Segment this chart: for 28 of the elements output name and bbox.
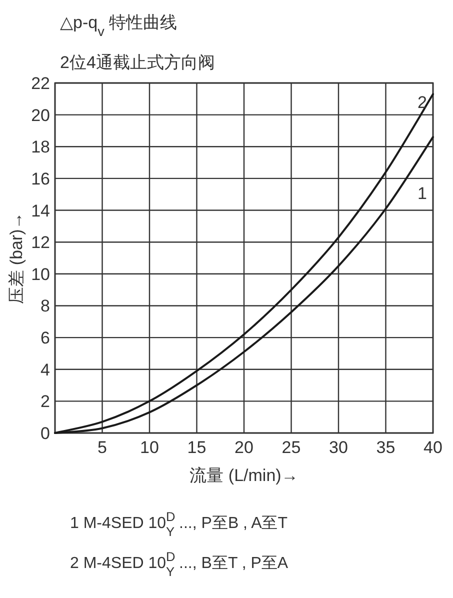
text: 1 M-4SED 10$^{D}$$_{Y}$ ..., P至B , A至T: [70, 508, 288, 538]
x-tick-label: 25: [282, 438, 301, 457]
x-tick-label: 40: [424, 438, 442, 457]
y-tick-label: 6: [40, 328, 50, 348]
y-axis-title: 压差 (bar)→: [7, 212, 26, 304]
series-label: 2: [418, 93, 427, 112]
y-tick-label: 18: [31, 138, 50, 157]
x-tick-label: 30: [329, 438, 348, 457]
y-tick-label: 12: [31, 233, 50, 252]
x-tick-label: 10: [140, 438, 159, 457]
series-label: 1: [418, 184, 427, 204]
y-tick-label: 2: [40, 392, 50, 412]
y-tick-label: 0: [40, 424, 50, 443]
text: 2 M-4SED 10$^{D}$$_{Y}$ ..., B至T , P至A: [70, 548, 288, 578]
x-tick-label: 15: [187, 438, 206, 457]
y-tick-label: 22: [31, 74, 50, 93]
x-tick-label: 20: [234, 438, 254, 457]
y-tick-label: 14: [31, 201, 50, 220]
chart-subtitle: 2位4通截止式方向阀: [60, 53, 215, 72]
x-axis-title: 流量 (L/min)→: [190, 466, 298, 485]
y-tick-label: 8: [40, 296, 50, 316]
x-tick-label: 35: [376, 438, 396, 457]
y-tick-label: 20: [31, 106, 50, 125]
x-tick-label: 5: [98, 438, 107, 457]
chart-title: △p-q$_{v}$ 特性曲线: [60, 13, 178, 38]
y-tick-label: 10: [31, 264, 50, 284]
y-tick-label: 4: [40, 360, 50, 380]
y-tick-label: 16: [31, 169, 50, 188]
